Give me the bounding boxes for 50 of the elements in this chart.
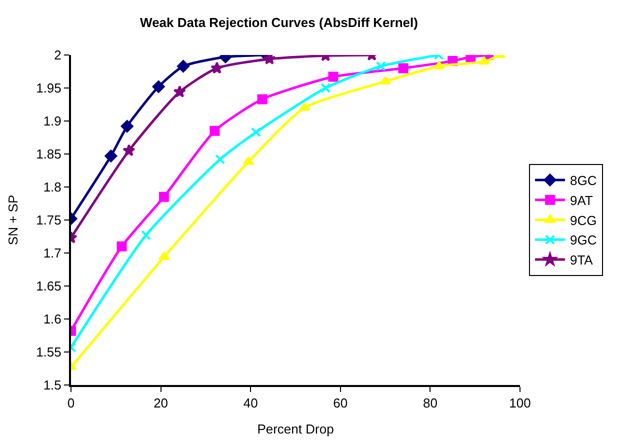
y-tick-label: 1.6 xyxy=(43,312,62,327)
point xyxy=(177,60,190,72)
x-tick-label: 80 xyxy=(422,396,438,411)
legend-label: 9CG xyxy=(570,212,597,228)
point xyxy=(434,61,445,70)
point xyxy=(116,241,127,252)
y-tick-label: 1.9 xyxy=(43,114,62,129)
y-tick-label: 1.8 xyxy=(43,180,62,195)
x-tick-label: 40 xyxy=(243,396,258,411)
legend-label: 9TA xyxy=(570,252,594,268)
point xyxy=(376,61,386,72)
legend-label: 9AT xyxy=(570,192,593,208)
point xyxy=(158,192,169,202)
point xyxy=(398,63,408,74)
y-axis-title: SN + SP xyxy=(6,194,21,246)
y-tick-label: 1.65 xyxy=(36,278,62,294)
point xyxy=(298,102,310,111)
x-tick-label: 60 xyxy=(333,396,348,411)
point xyxy=(210,126,220,136)
point xyxy=(263,55,276,64)
point xyxy=(104,150,118,162)
point xyxy=(478,56,490,65)
point xyxy=(120,120,134,132)
point xyxy=(173,85,186,98)
point xyxy=(257,94,268,104)
legend-label: 9GC xyxy=(570,232,597,248)
y-tick-label: 1.95 xyxy=(36,80,62,96)
point xyxy=(320,83,331,93)
point xyxy=(328,72,338,82)
point xyxy=(210,62,224,74)
point xyxy=(250,127,261,138)
point xyxy=(122,144,136,156)
y-tick-label: 1.75 xyxy=(36,212,62,228)
y-tick-label: 1.55 xyxy=(36,344,62,360)
chart-title: Weak Data Rejection Curves (AbsDiff Kernel) xyxy=(140,14,418,30)
x-axis-title: Percent Drop xyxy=(257,422,334,437)
y-tick-label: 1.5 xyxy=(43,378,62,393)
point xyxy=(140,230,151,240)
y-tick-label: 1.85 xyxy=(36,146,62,162)
x-tick-label: 100 xyxy=(509,396,531,411)
y-tick-label: 1.7 xyxy=(43,246,62,261)
point xyxy=(242,156,254,165)
point xyxy=(215,154,226,164)
y-tick-label: 2 xyxy=(54,48,62,63)
point xyxy=(158,252,170,260)
x-tick-label: 20 xyxy=(154,396,168,411)
point xyxy=(380,76,391,84)
legend-label: 8GC xyxy=(570,173,597,188)
point xyxy=(152,80,165,93)
x-tick-label: 0 xyxy=(67,396,75,411)
